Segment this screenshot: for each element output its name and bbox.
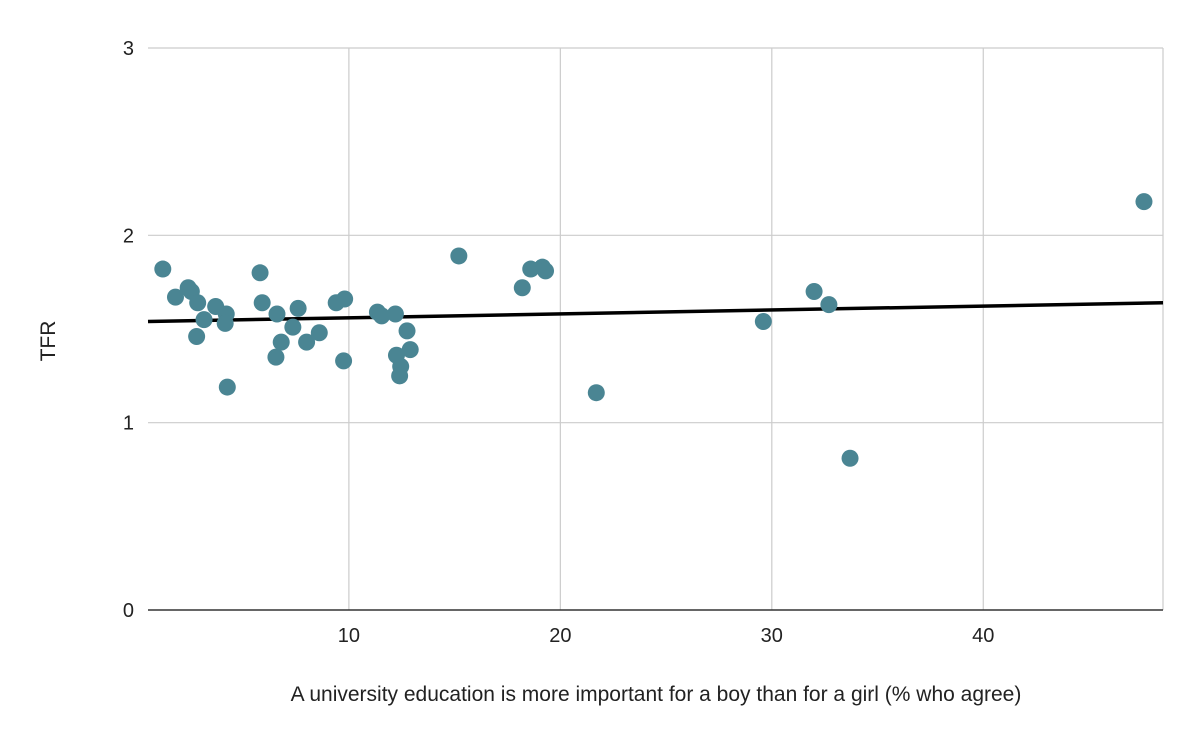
data-point	[1135, 193, 1153, 211]
data-point	[188, 327, 206, 345]
data-point	[587, 384, 605, 402]
y-tick-label: 1	[123, 413, 134, 435]
x-axis-title: A university education is more important…	[291, 683, 1022, 706]
data-points	[154, 193, 1153, 467]
data-point	[820, 296, 838, 314]
data-point	[298, 333, 316, 351]
y-axis-title: TFR	[37, 321, 60, 362]
x-tick-label: 20	[549, 625, 571, 647]
trendline	[147, 301, 1164, 324]
x-tick-label: 10	[338, 625, 360, 647]
data-point	[336, 290, 354, 308]
x-tick-label: 40	[972, 625, 994, 647]
data-point	[401, 341, 419, 359]
data-point	[216, 314, 234, 332]
x-tick-label: 30	[761, 625, 783, 647]
data-point	[805, 283, 823, 301]
data-point	[537, 262, 555, 280]
data-point	[841, 449, 859, 467]
data-point	[513, 279, 531, 297]
data-point	[268, 305, 286, 323]
data-point	[195, 311, 213, 329]
data-point	[189, 294, 207, 312]
data-point	[284, 318, 302, 336]
data-point	[289, 299, 307, 317]
data-point	[386, 305, 404, 323]
y-tick-label: 2	[123, 225, 134, 247]
data-point	[450, 247, 468, 265]
data-point	[310, 324, 328, 342]
data-point	[754, 313, 772, 331]
data-point	[154, 260, 172, 278]
data-point	[335, 352, 353, 370]
data-point	[218, 378, 236, 396]
data-point	[373, 307, 391, 325]
data-point	[166, 288, 184, 306]
grid-lines	[148, 47, 1164, 610]
data-point	[267, 348, 285, 366]
tick-labels: 0 1 2 3 10 20 30 40	[123, 38, 995, 647]
y-tick-label: 0	[123, 600, 134, 622]
y-tick-label: 3	[123, 38, 134, 60]
data-point	[398, 322, 416, 340]
data-point	[251, 264, 269, 282]
data-point	[391, 367, 409, 385]
data-point	[272, 333, 290, 351]
data-point	[253, 294, 271, 312]
trendline-layer	[147, 301, 1164, 324]
